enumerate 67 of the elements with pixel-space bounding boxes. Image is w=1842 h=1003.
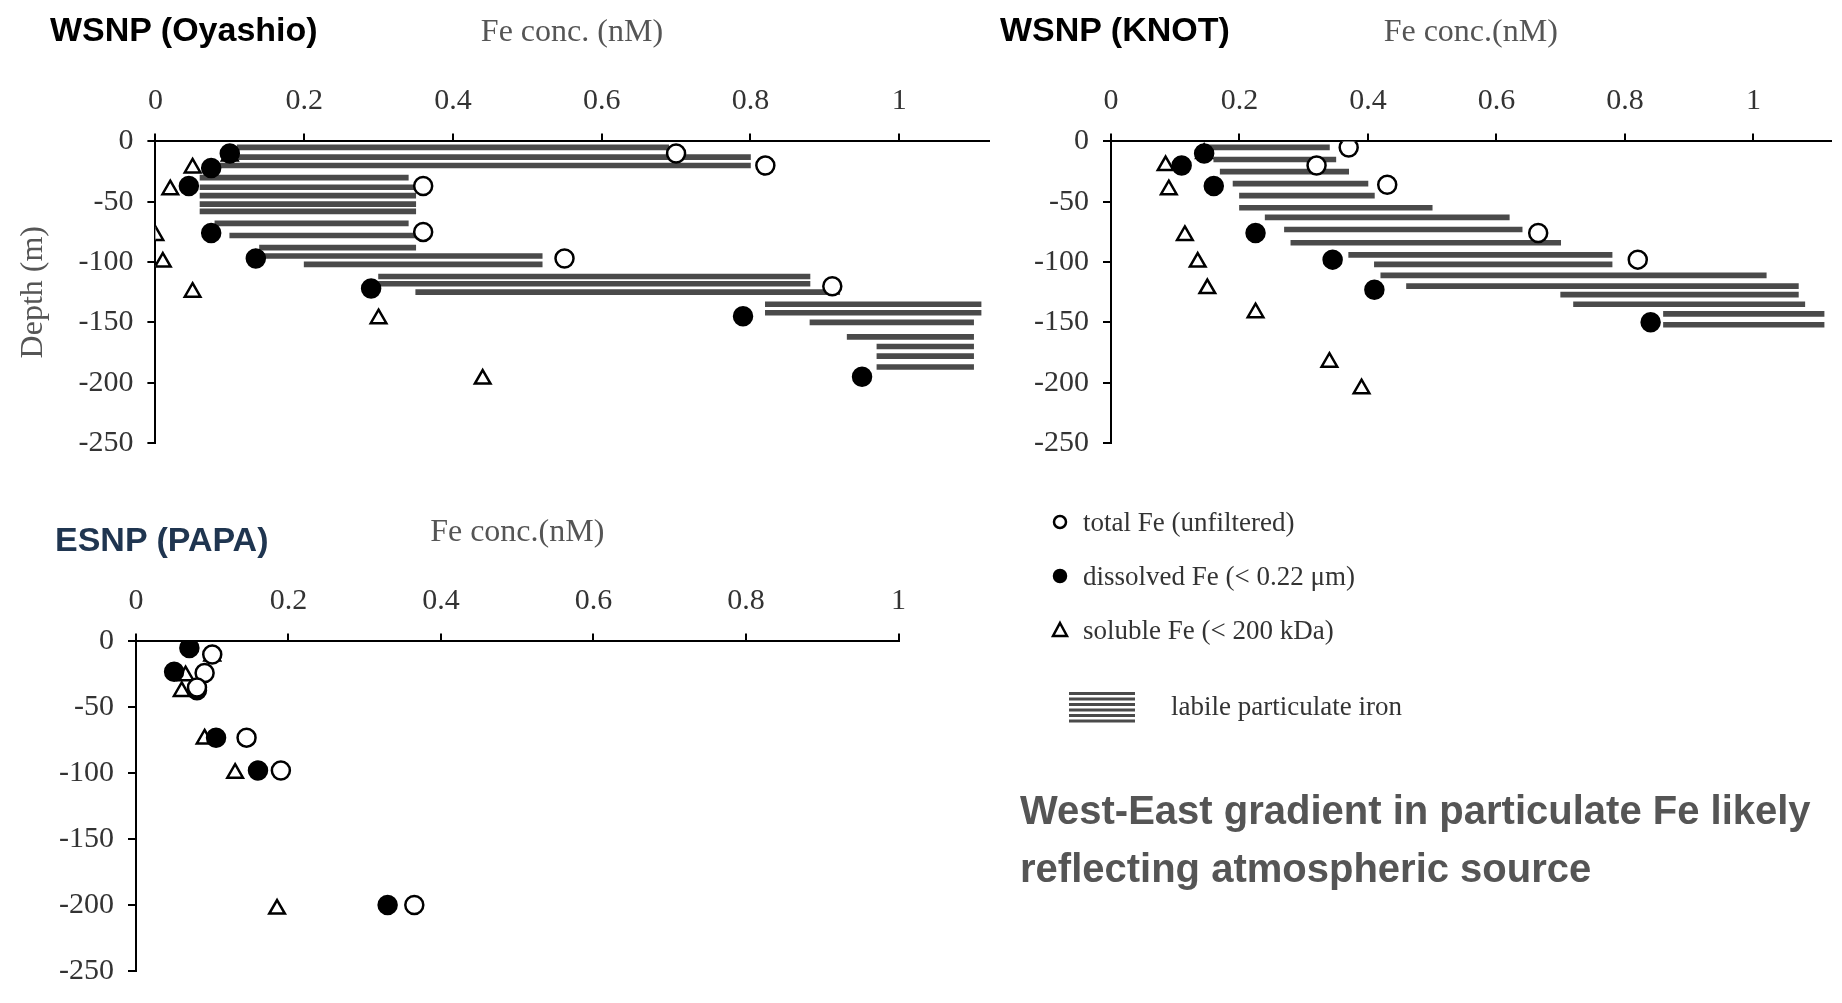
legend-label: total Fe (unfiltered)	[1083, 506, 1295, 538]
x-tick-label: 0.2	[1220, 82, 1259, 116]
x-tick-label: 0.2	[285, 82, 323, 116]
y-tick-label: -100	[78, 242, 134, 276]
x-tick-label: 1	[891, 582, 906, 616]
x-tick-label: 0.8	[731, 82, 770, 116]
bar	[378, 280, 811, 287]
y-tick-label: -200	[1033, 363, 1089, 397]
legend-label: labile particulate iron	[1171, 690, 1402, 722]
bar	[236, 154, 751, 160]
bar	[1348, 251, 1613, 258]
bar	[1290, 239, 1562, 246]
y-tick-label: -50	[73, 688, 114, 722]
bar	[1380, 272, 1767, 279]
x-tick-label: 0.6	[582, 82, 621, 116]
bar	[415, 289, 841, 296]
bar	[765, 301, 982, 308]
x-tick-label: 0.8	[727, 582, 765, 616]
y-tick-label: 0	[1073, 122, 1089, 156]
y-tick-label: -200	[58, 885, 114, 919]
x-tick-label: 1	[891, 82, 907, 116]
x-axis-title: Fe conc.(nM)	[430, 511, 605, 548]
bar	[846, 334, 974, 340]
bar	[1239, 204, 1433, 211]
bar	[199, 192, 417, 199]
x-tick-label: 0	[1103, 82, 1119, 116]
bar	[1406, 283, 1799, 289]
bar	[1663, 311, 1825, 317]
y-tick-label: -100	[1033, 242, 1089, 276]
x-tick-label: 0.4	[434, 82, 472, 116]
y-tick-label: -250	[78, 423, 134, 457]
x-tick-label: 0.4	[422, 582, 460, 616]
y-tick-label: -150	[78, 303, 134, 337]
bar	[1663, 321, 1825, 328]
chart-title: ESNP (PAPA)	[55, 520, 269, 559]
bar	[876, 364, 974, 370]
y-tick-label: -250	[58, 951, 114, 985]
bar	[199, 184, 417, 191]
y-tick-label: -100	[58, 754, 114, 788]
x-tick-label: 0.2	[269, 582, 308, 616]
y-tick-label: -200	[78, 363, 134, 397]
bar	[199, 201, 417, 207]
y-tick-label: -150	[58, 820, 114, 854]
chart-title: WSNP (KNOT)	[1000, 10, 1230, 49]
x-tick-label: 0.6	[574, 582, 613, 616]
text: West-East gradient in particulate Fe likely reflecting atmospheric source	[1020, 787, 1812, 892]
y-axis-title: Depth (m)	[12, 226, 49, 359]
y-tick-label: -150	[1033, 303, 1089, 337]
x-axis-title: Fe conc. (nM)	[480, 11, 664, 48]
y-tick-label: -250	[1033, 423, 1089, 457]
x-tick-label: 0	[147, 82, 163, 116]
legend-label: soluble Fe (< 200 kDa)	[1083, 614, 1334, 646]
bar	[1573, 301, 1806, 308]
x-tick-label: 0.6	[1477, 82, 1516, 116]
bar	[876, 353, 974, 359]
y-tick-label: -50	[1048, 182, 1089, 216]
y-tick-label: 0	[98, 622, 114, 656]
x-tick-label: 0.4	[1349, 82, 1387, 116]
chart-title: WSNP (Oyashio)	[50, 10, 318, 49]
bar	[765, 309, 982, 316]
x-axis-title: Fe conc.(nM)	[1383, 11, 1558, 48]
legend-label: dissolved Fe (< 0.22 μm)	[1083, 560, 1355, 592]
bar	[1239, 192, 1375, 199]
y-tick-label: 0	[118, 122, 134, 156]
y-tick-label: -50	[93, 182, 134, 216]
x-tick-label: 0.8	[1606, 82, 1644, 116]
x-tick-label: 1	[1745, 82, 1761, 116]
